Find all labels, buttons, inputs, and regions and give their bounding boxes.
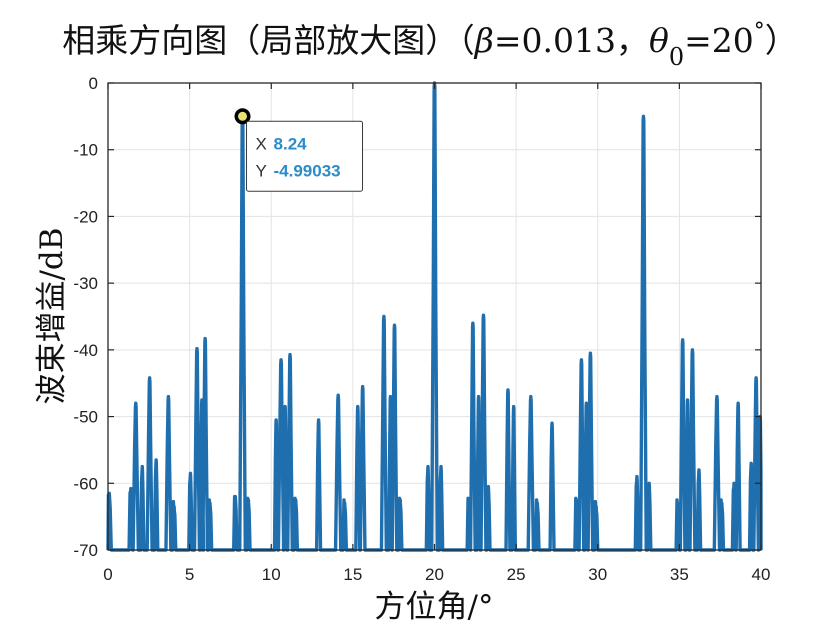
title-main: 相乘方向图（局部放大图）（ xyxy=(62,21,475,60)
x-tick-label: 40 xyxy=(752,565,771,584)
ticks xyxy=(107,82,762,551)
datatip-y-key: Y xyxy=(256,161,267,180)
y-tick-label: -30 xyxy=(73,274,98,293)
datatip[interactable]: X 8.24 Y -4.99033 xyxy=(234,108,364,192)
y-tick-label: -10 xyxy=(73,141,98,160)
x-tick-label: 35 xyxy=(670,565,689,584)
x-axis-label: 方位角/° xyxy=(375,589,494,625)
datatip-x-value: 8.24 xyxy=(274,134,308,153)
x-tick-label: 20 xyxy=(425,565,444,584)
y-tick-label: 0 xyxy=(89,74,98,93)
datatip-box xyxy=(246,120,364,192)
y-tick-label: -20 xyxy=(73,207,98,226)
x-tick-label: 10 xyxy=(262,565,281,584)
x-tick-label: 30 xyxy=(588,565,607,584)
y-axis-label: 波束增益/dB xyxy=(34,227,70,404)
title-theta-value: =20 xyxy=(684,21,754,60)
title-degree: ° xyxy=(754,19,765,44)
x-tick-label: 15 xyxy=(343,565,362,584)
x-tick-label: 25 xyxy=(507,565,526,584)
title-theta-subscript: 0 xyxy=(669,43,684,71)
y-tick-label: -50 xyxy=(73,408,98,427)
y-tick-label: -70 xyxy=(73,541,98,560)
x-tick-label: 5 xyxy=(185,565,194,584)
datatip-y-value: -4.99033 xyxy=(274,161,341,180)
y-tick-label: -60 xyxy=(73,474,98,493)
chart-title: 相乘方向图（局部放大图）（β=0.013，θ0=20°） xyxy=(62,19,798,71)
title-beta-symbol: β xyxy=(473,21,494,60)
y-tick-label: -40 xyxy=(73,341,98,360)
title-theta-symbol: θ xyxy=(649,21,669,60)
tick-labels: 0 5 10 15 20 25 30 35 40 0 -10 -20 -30 -40 -50 -60 -70 xyxy=(73,74,770,584)
datatip-marker-center xyxy=(238,111,248,121)
title-beta-value: =0.013， xyxy=(494,21,649,60)
title-close: ） xyxy=(765,21,798,60)
datatip-x-key: X xyxy=(256,134,267,153)
x-tick-label: 0 xyxy=(103,565,112,584)
